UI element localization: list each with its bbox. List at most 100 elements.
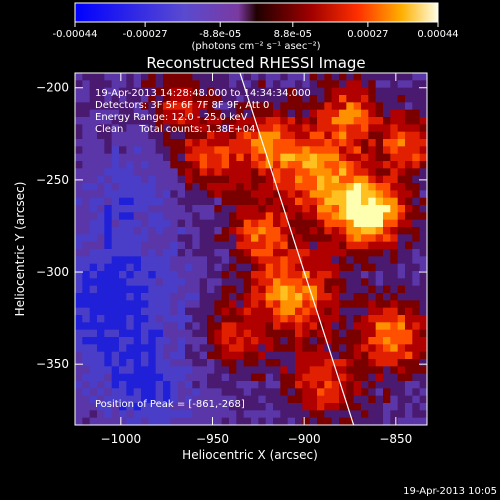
heatmap-cell — [273, 197, 281, 206]
heatmap-cell — [185, 271, 193, 279]
heatmap-cell — [185, 234, 193, 243]
heatmap-cell — [177, 256, 186, 265]
heatmap-cell — [119, 293, 127, 301]
heatmap-cell — [331, 109, 340, 118]
heatmap-cell — [75, 139, 83, 147]
heatmap-cell — [170, 344, 179, 353]
heatmap-cell — [317, 161, 325, 169]
heatmap-cell — [397, 139, 406, 147]
heatmap-cell — [265, 329, 274, 338]
heatmap-cell — [155, 410, 164, 419]
heatmap-cell — [412, 315, 421, 323]
heatmap-cell — [163, 109, 171, 118]
heatmap-cell — [317, 278, 325, 287]
heatmap-cell — [192, 241, 201, 250]
heatmap-cell — [133, 124, 142, 133]
heatmap-cell — [273, 80, 281, 89]
heatmap-cell — [265, 293, 274, 301]
heatmap-cell — [405, 168, 413, 177]
heatmap-cell — [185, 315, 193, 323]
heatmap-cell — [214, 344, 223, 353]
heatmap-cell — [375, 227, 384, 235]
heatmap-cell — [229, 300, 237, 309]
heatmap-cell — [324, 263, 333, 272]
heatmap-cell — [251, 197, 259, 206]
heatmap-cell — [170, 87, 179, 96]
heatmap-cell — [111, 117, 120, 125]
heatmap-cell — [104, 139, 113, 147]
heatmap-cell — [199, 131, 208, 140]
heatmap-cell — [397, 315, 406, 323]
heatmap-cell — [185, 205, 193, 213]
heatmap-cell — [170, 146, 179, 155]
heatmap-cell — [177, 337, 186, 345]
heatmap-cell — [258, 337, 267, 345]
heatmap-cell — [155, 183, 164, 191]
heatmap-cell — [397, 307, 406, 316]
heatmap-cell — [339, 87, 347, 96]
heatmap-cell — [412, 322, 421, 331]
heatmap-cell — [331, 373, 340, 382]
heatmap-cell — [82, 95, 91, 103]
heatmap-cell — [280, 417, 289, 425]
heatmap-cell — [126, 80, 135, 89]
heatmap-cell — [192, 109, 201, 118]
heatmap-cell — [243, 300, 252, 309]
heatmap-cell — [405, 417, 413, 425]
heatmap-cell — [361, 227, 369, 235]
heatmap-cell — [221, 403, 230, 411]
heatmap-cell — [199, 293, 208, 301]
heatmap-cell — [75, 183, 83, 191]
heatmap-cell — [192, 197, 201, 206]
heatmap-cell — [163, 388, 171, 397]
heatmap-cell — [89, 373, 98, 382]
heatmap-cell — [82, 315, 91, 323]
heatmap-cell — [309, 315, 318, 323]
heatmap-cell — [419, 234, 427, 243]
heatmap-cell — [177, 87, 186, 96]
heatmap-cell — [397, 388, 406, 397]
heatmap-cell — [177, 307, 186, 316]
heatmap-cell — [339, 95, 347, 103]
heatmap-cell — [89, 263, 98, 272]
heatmap-cell — [214, 219, 223, 228]
heatmap-cell — [397, 366, 406, 375]
heatmap-cell — [273, 241, 281, 250]
heatmap-cell — [324, 249, 333, 257]
heatmap-cell — [199, 315, 208, 323]
heatmap-cell — [317, 80, 325, 89]
heatmap-cell — [111, 102, 120, 111]
heatmap-cell — [419, 263, 427, 272]
heatmap-cell — [82, 190, 91, 199]
heatmap-cell — [383, 175, 391, 184]
heatmap-cell — [383, 227, 391, 235]
heatmap-cell — [331, 300, 340, 309]
heatmap-cell — [155, 80, 164, 89]
heatmap-cell — [265, 234, 274, 243]
heatmap-cell — [361, 256, 369, 265]
heatmap-cell — [273, 212, 281, 221]
heatmap-cell — [229, 388, 237, 397]
heatmap-cell — [251, 109, 259, 118]
heatmap-cell — [155, 403, 164, 411]
heatmap-cell — [258, 307, 267, 316]
heatmap-cell — [111, 285, 120, 294]
heatmap-cell — [141, 322, 149, 331]
heatmap-cell — [390, 109, 399, 118]
heatmap-cell — [111, 249, 120, 257]
heatmap-cell — [383, 300, 391, 309]
heatmap-cell — [185, 395, 193, 404]
heatmap-cell — [265, 359, 274, 367]
heatmap-cell — [177, 395, 186, 404]
heatmap-cell — [185, 249, 193, 257]
heatmap-cell — [97, 263, 105, 272]
heatmap-cell — [163, 315, 171, 323]
heatmap-cell — [236, 366, 245, 375]
heatmap-cell — [405, 403, 413, 411]
heatmap-cell — [163, 117, 171, 125]
heatmap-cell — [126, 410, 135, 419]
heatmap-cell — [324, 161, 333, 169]
heatmap-cell — [75, 219, 83, 228]
heatmap-cell — [104, 351, 113, 360]
heatmap-cell — [192, 293, 201, 301]
